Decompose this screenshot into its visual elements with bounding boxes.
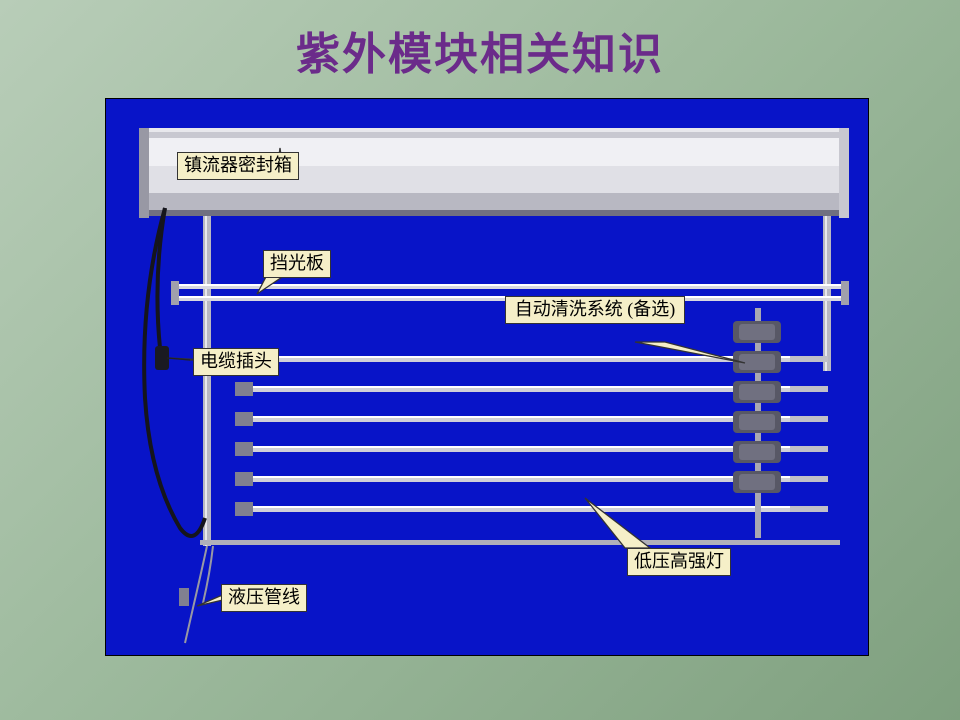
label-baffle: 挡光板 (263, 250, 331, 278)
slide-title: 紫外模块相关知识 (0, 18, 960, 82)
label-hydraulic: 液压管线 (221, 584, 307, 612)
cable-plug (155, 346, 169, 370)
label-lamp: 低压高强灯 (627, 548, 731, 576)
label-ballast: 镇流器密封箱 (177, 152, 299, 180)
diagram-svg (105, 98, 869, 656)
uv-module-diagram: 镇流器密封箱 挡光板 电缆插头 自动清洗系统 (备选) 低压高强灯 液压管线 (105, 98, 869, 656)
label-cleaning: 自动清洗系统 (备选) (505, 296, 685, 324)
label-cable: 电缆插头 (193, 348, 279, 376)
